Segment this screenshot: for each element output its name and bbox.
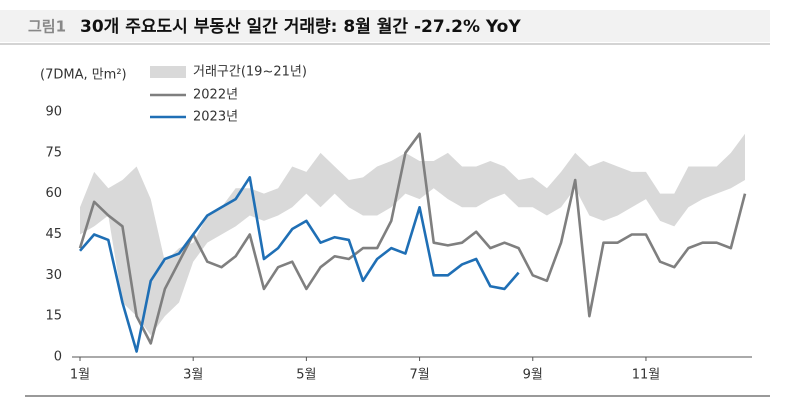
x-tick-label: 11월: [632, 368, 661, 383]
x-tick-label: 9월: [523, 368, 543, 383]
y-tick-label: 45: [45, 227, 62, 242]
figure-label: 그림1: [28, 18, 66, 36]
series-line: [79, 176, 520, 353]
chart-title: 30개 주요도시 부동산 일간 거래량: 8월 월간 -27.2% YoY: [80, 17, 521, 37]
y-tick-label: 60: [45, 186, 62, 201]
legend-label: 거래구간(19~21년): [193, 65, 307, 80]
x-tick-label: 7월: [409, 368, 429, 383]
y-tick-label: 30: [45, 268, 62, 283]
y-tick-label: 75: [45, 145, 62, 160]
title-bar: [0, 10, 770, 42]
y-tick-label: 90: [45, 105, 62, 120]
y-tick-label: 15: [45, 309, 62, 324]
x-tick-label: 3월: [183, 368, 203, 383]
x-tick-label: 5월: [296, 368, 316, 383]
legend-label: 2022년: [193, 88, 238, 103]
unit-label: (7DMA, 만m²): [40, 68, 127, 83]
x-tick-label: 1월: [70, 368, 90, 383]
range-band: [80, 133, 745, 336]
y-tick-label: 0: [54, 350, 62, 365]
legend-swatch: [150, 66, 186, 78]
legend-label: 2023년: [193, 110, 238, 125]
